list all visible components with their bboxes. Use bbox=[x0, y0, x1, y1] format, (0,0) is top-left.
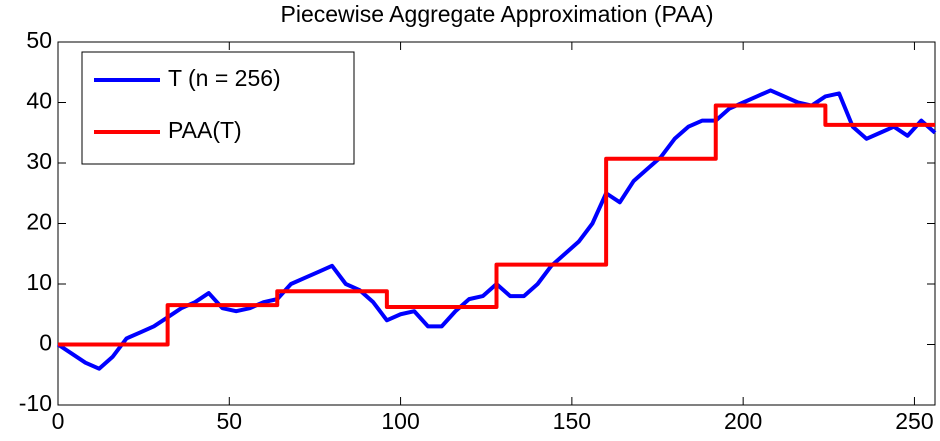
x-tick-label: 100 bbox=[381, 408, 419, 434]
legend-label: PAA(T) bbox=[168, 117, 242, 143]
y-tick-label: 0 bbox=[39, 330, 52, 356]
y-tick-label: 10 bbox=[26, 269, 52, 295]
x-tick-label: 200 bbox=[724, 408, 762, 434]
y-tick-label: 20 bbox=[26, 209, 52, 235]
y-tick-label: 30 bbox=[26, 148, 52, 174]
y-tick-label: 40 bbox=[26, 88, 52, 114]
series-line bbox=[58, 103, 935, 347]
x-tick-label: 150 bbox=[553, 408, 591, 434]
y-tick-label: 50 bbox=[26, 27, 52, 53]
y-tick-label: -10 bbox=[19, 390, 52, 416]
chart-title: Piecewise Aggregate Approximation (PAA) bbox=[281, 1, 714, 27]
legend-box bbox=[81, 51, 355, 165]
x-tick-label: 0 bbox=[52, 408, 65, 434]
legend-label: T (n = 256) bbox=[168, 65, 281, 91]
x-tick-label: 250 bbox=[895, 408, 933, 434]
x-tick-label: 50 bbox=[216, 408, 242, 434]
